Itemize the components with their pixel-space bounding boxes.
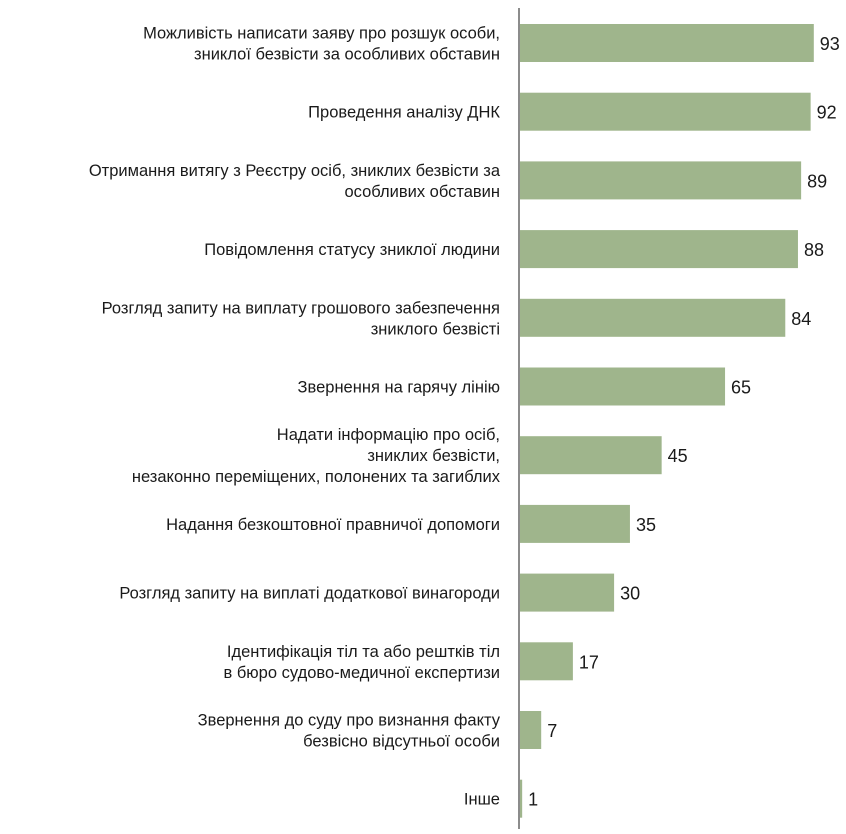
value-labels-layer: 93 92 89 88 84 65 45 35 30 17 7 1 (528, 34, 840, 810)
value-label: 88 (804, 240, 824, 260)
category-label-line: особливих обставин (345, 183, 501, 201)
category-label: Розгляд запиту на виплаті додаткової вин… (119, 585, 500, 603)
category-label: Надання безкоштовної правничої допомоги (166, 516, 500, 534)
category-label: Отримання витягу з Реєстру осіб, зниклих… (89, 162, 501, 201)
bar (519, 436, 662, 475)
category-label-line: Ідентифікація тіл та або рештків тіл (227, 643, 500, 661)
category-label-line: незаконно переміщених, полонених та заги… (132, 468, 501, 486)
category-label: Надати інформацію про осіб, зниклих безві… (132, 426, 501, 486)
bar (519, 298, 786, 337)
bar (519, 779, 523, 818)
category-label: Проведення аналізу ДНК (308, 104, 500, 122)
value-label: 30 (620, 584, 640, 604)
category-label-line: Проведення аналізу ДНК (308, 104, 500, 122)
category-label-line: Повідомлення статусу зниклої людини (204, 241, 500, 259)
category-label-line: в бюро судово-медичної експертизи (224, 664, 501, 682)
category-label-line: Надання безкоштовної правничої допомоги (166, 516, 500, 534)
bar (519, 504, 630, 543)
category-label-line: зниклих безвісти, (367, 447, 500, 465)
category-label-line: Розгляд запиту на виплату грошового забе… (102, 299, 500, 317)
value-label: 84 (791, 309, 811, 329)
category-label: Інше (464, 791, 500, 809)
value-label: 92 (817, 103, 837, 123)
category-label: Розгляд запиту на виплату грошового забе… (102, 299, 500, 338)
value-label: 1 (528, 790, 538, 810)
value-label: 89 (807, 171, 827, 191)
category-labels-layer: Можливість написати заяву про розшук осо… (89, 25, 501, 809)
bar (519, 24, 814, 62)
bar (519, 367, 726, 406)
value-label: 17 (579, 652, 599, 672)
category-label-line: Надати інформацію про осіб, (277, 426, 500, 444)
bar (519, 711, 542, 749)
category-label-line: зниклої безвісти за особливих обставин (194, 46, 500, 64)
category-label-line: безвісно відсутньої особи (303, 733, 500, 751)
category-label: Звернення на гарячу лінію (298, 379, 500, 397)
bar (519, 230, 798, 269)
category-label-line: Інше (464, 791, 500, 809)
value-label: 45 (668, 446, 688, 466)
category-label: Повідомлення статусу зниклої людини (204, 241, 500, 259)
bar (519, 161, 802, 200)
category-label: Можливість написати заяву про розшук осо… (143, 25, 500, 64)
category-label-line: зниклого безвісті (371, 320, 500, 338)
category-label: Звернення до суду про визнання факту безв… (198, 712, 501, 751)
bar (519, 92, 811, 131)
bar (519, 573, 615, 612)
value-label: 7 (547, 721, 557, 741)
bars-layer (519, 24, 814, 818)
value-label: 35 (636, 515, 656, 535)
category-label-line: Звернення на гарячу лінію (298, 379, 500, 397)
value-label: 93 (820, 34, 840, 54)
category-label: Ідентифікація тіл та або рештків тіл в бю… (224, 643, 501, 682)
bar (519, 642, 573, 681)
category-label-line: Розгляд запиту на виплаті додаткової вин… (119, 585, 500, 603)
category-label-line: Звернення до суду про визнання факту (198, 712, 501, 730)
value-label: 65 (731, 378, 751, 398)
category-label-line: Отримання витягу з Реєстру осіб, зниклих… (89, 162, 501, 180)
category-label-line: Можливість написати заяву про розшук осо… (143, 25, 500, 43)
